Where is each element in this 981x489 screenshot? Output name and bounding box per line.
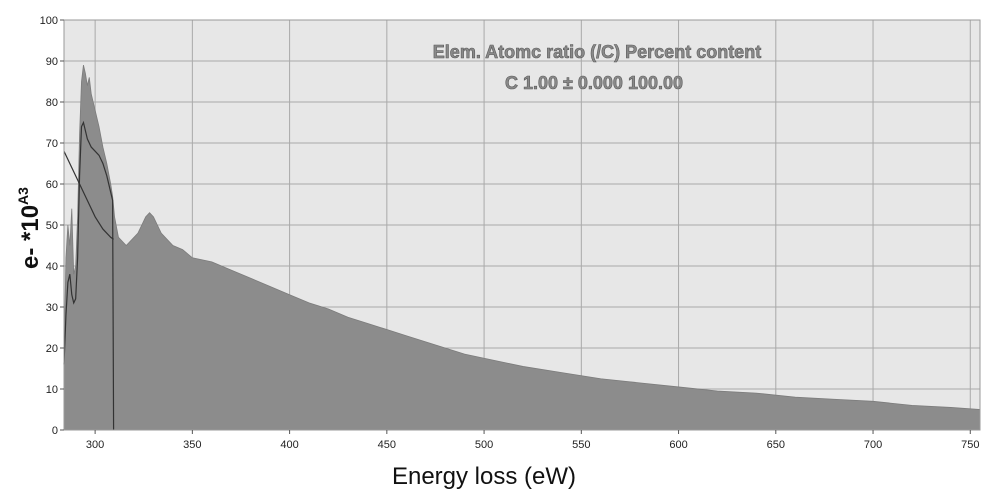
series-line-1 <box>63 150 114 240</box>
x-tick-label: 700 <box>864 439 882 451</box>
y-tick-label: 40 <box>46 261 58 273</box>
x-tick-label: 600 <box>669 439 687 451</box>
y-tick-label: 0 <box>52 425 58 437</box>
y-tick-label: 30 <box>46 302 58 314</box>
y-axis-title: e- *10A3 <box>15 187 44 269</box>
x-tick-label: 650 <box>767 439 785 451</box>
series-layer <box>63 65 981 431</box>
series-line-2 <box>63 120 115 431</box>
y-tick-label: 20 <box>46 343 58 355</box>
y-tick-label: 100 <box>40 15 58 27</box>
y-tick-label: 80 <box>46 97 58 109</box>
y-tick-label: 70 <box>46 138 58 150</box>
y-axis-title-superscript: A3 <box>15 187 31 205</box>
annotation-line-1: Elem. Atomc ratio (/C) Percent content <box>433 42 761 62</box>
y-tick-label: 10 <box>46 384 58 396</box>
x-tick-label: 450 <box>378 439 396 451</box>
x-tick-label: 500 <box>475 439 493 451</box>
x-tick-label: 750 <box>961 439 979 451</box>
x-tick-label: 300 <box>86 439 104 451</box>
x-tick-label: 400 <box>280 439 298 451</box>
y-tick-labels: 0 10 20 30 40 50 60 70 80 90 100 <box>40 15 64 437</box>
y-tick-label: 50 <box>46 220 58 232</box>
x-tick-label: 350 <box>183 439 201 451</box>
annotation-line-2: C 1.00 ± 0.000 100.00 <box>505 73 683 93</box>
y-tick-label: 60 <box>46 179 58 191</box>
x-tick-labels: 300 350 400 450 500 550 600 650 700 750 <box>86 430 979 451</box>
y-axis-title-base: e- *10 <box>17 205 44 269</box>
y-tick-label: 90 <box>46 56 58 68</box>
series-area-0 <box>63 65 981 431</box>
x-tick-label: 550 <box>572 439 590 451</box>
x-axis-title: Energy loss (eW) <box>392 463 576 489</box>
